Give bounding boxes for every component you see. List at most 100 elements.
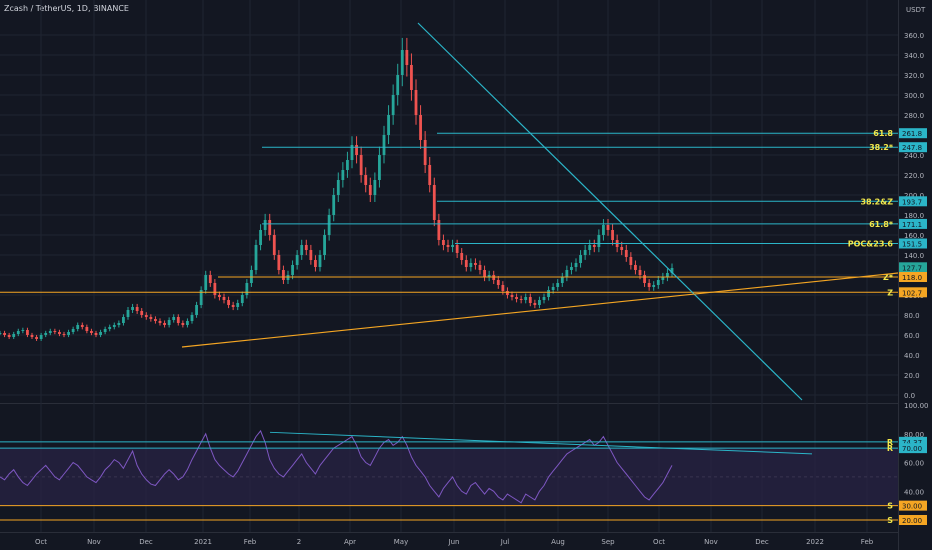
candle-body xyxy=(428,165,432,185)
time-tick-label: Feb xyxy=(861,538,874,546)
candle-body xyxy=(7,335,11,337)
candle-body xyxy=(597,235,601,247)
price-tag-text: 151.5 xyxy=(902,241,922,249)
time-axis-separator xyxy=(0,532,898,533)
candle-body xyxy=(336,180,340,195)
rsi-tag-text: 20.00 xyxy=(902,517,922,525)
candle-body xyxy=(231,305,235,307)
time-tick-label: Apr xyxy=(344,538,356,546)
axes-layer: 0.020.040.060.080.0100.0120.0140.0160.01… xyxy=(35,32,929,546)
rsi-tag-box xyxy=(899,500,927,511)
candle-body xyxy=(323,235,326,255)
candle-body xyxy=(460,253,464,260)
price-tags-layer: 261.8 247.8 193.7 171.1 151.5 127.7 118.0 102.7… xyxy=(899,128,927,525)
candle-body xyxy=(327,215,331,235)
candle-body xyxy=(190,315,194,321)
candle-body xyxy=(263,220,267,230)
rsi-trendline xyxy=(269,431,813,455)
candle-body xyxy=(149,317,153,319)
candle-body xyxy=(643,275,646,283)
price-tick-label: 360.0 xyxy=(904,32,924,40)
candle-body xyxy=(455,245,459,253)
candle-body xyxy=(670,268,674,273)
candle-body xyxy=(62,334,66,335)
candle-body xyxy=(547,290,550,297)
candle-body xyxy=(446,245,450,247)
price-tick-label: 240.0 xyxy=(904,152,924,160)
candle-body xyxy=(236,303,240,307)
time-tick-label: Aug xyxy=(551,538,565,546)
candle-body xyxy=(21,330,25,331)
candle-body xyxy=(346,160,349,170)
rsi-tag-text: 30.00 xyxy=(902,503,922,511)
candle-body xyxy=(108,327,112,329)
candle-body xyxy=(44,333,48,335)
candle-body xyxy=(387,115,390,135)
rsi-level-label: S xyxy=(887,502,893,511)
candle-body xyxy=(464,260,468,267)
candle-body xyxy=(359,155,363,175)
candle-body xyxy=(647,283,651,287)
candle-body xyxy=(355,145,358,155)
candle-body xyxy=(611,230,614,240)
time-tick-label: Feb xyxy=(244,538,257,546)
time-tick-label: Oct xyxy=(653,538,665,546)
candle-body xyxy=(551,287,555,290)
candle-body xyxy=(405,50,409,65)
candle-body xyxy=(131,307,134,310)
candle-body xyxy=(583,250,587,255)
price-tag-text: 102.7 xyxy=(902,289,922,297)
price-tick-label: 300.0 xyxy=(904,92,924,100)
candle-body xyxy=(368,185,372,195)
candle-body xyxy=(117,323,121,325)
candle-body xyxy=(163,323,166,325)
candle-body xyxy=(195,305,198,315)
candle-body xyxy=(432,185,436,220)
price-tick-label: 80.0 xyxy=(904,312,920,320)
candle-body xyxy=(71,329,75,332)
candle-body xyxy=(35,337,38,339)
candle-body xyxy=(538,300,541,305)
candle-body xyxy=(501,285,505,291)
candle-body xyxy=(268,220,272,235)
candle-body xyxy=(574,263,578,267)
price-tick-label: 60.0 xyxy=(904,332,920,340)
candle-body xyxy=(542,297,546,300)
ascending-trendline xyxy=(181,272,899,348)
candle-body xyxy=(556,283,560,287)
candle-body xyxy=(341,170,345,180)
time-tick-label: Nov xyxy=(87,538,101,546)
candle-body xyxy=(300,245,304,255)
candle-body xyxy=(26,330,29,335)
price-tag-text: 193.7 xyxy=(902,198,922,206)
candle-body xyxy=(304,245,308,250)
price-tick-label: 180.0 xyxy=(904,212,924,220)
candle-body xyxy=(661,277,665,280)
candle-body xyxy=(158,321,162,323)
descending-trendline xyxy=(417,22,803,401)
rsi-tag-box xyxy=(899,436,927,447)
candle-body xyxy=(629,257,633,265)
candle-body xyxy=(67,332,70,335)
candle-body xyxy=(437,220,441,240)
candle-body xyxy=(423,140,427,165)
candle-body xyxy=(588,245,592,250)
candle-body xyxy=(666,273,669,277)
candle-body xyxy=(602,225,605,235)
candle-body xyxy=(391,95,395,115)
price-axis-separator xyxy=(898,0,899,550)
price-tag-box xyxy=(899,128,927,139)
candle-body xyxy=(410,65,413,90)
candle-body xyxy=(259,230,262,245)
time-tick-label: Dec xyxy=(139,538,153,546)
price-tick-label: 140.0 xyxy=(904,252,924,260)
candle-body xyxy=(579,255,582,263)
candle-body xyxy=(295,255,299,265)
symbol-title: Zcash / TetherUS, 1D, BINANCE xyxy=(4,4,129,13)
price-tag-box xyxy=(899,238,927,249)
price-tag-box xyxy=(899,218,927,229)
level-label: 38.2* xyxy=(869,143,894,152)
candles-layer xyxy=(0,37,674,341)
rsi-level-label: R xyxy=(887,444,893,453)
